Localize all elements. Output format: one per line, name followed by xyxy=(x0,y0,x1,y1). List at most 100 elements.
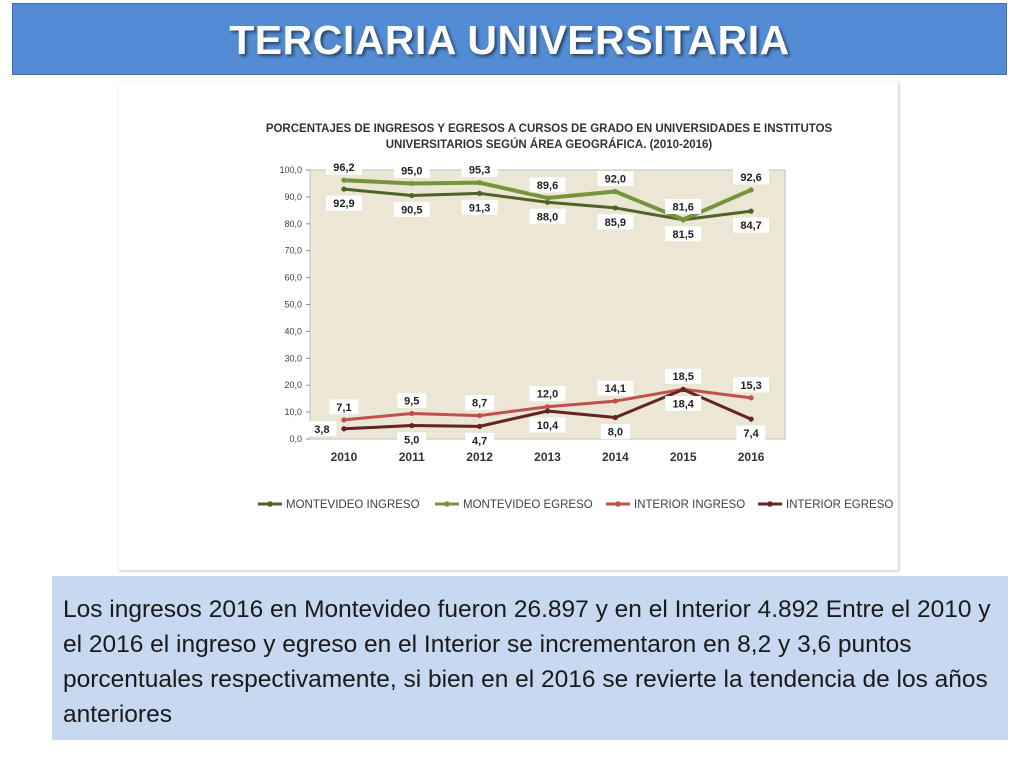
data-label-box xyxy=(733,217,770,233)
data-label: 5,0 xyxy=(397,432,427,448)
legend-marker xyxy=(615,501,621,507)
data-label-text: 92,9 xyxy=(333,198,354,210)
data-point xyxy=(341,417,347,423)
data-label-text: 18,4 xyxy=(673,399,695,411)
data-label: 9,5 xyxy=(397,392,427,408)
data-label-text: 92,0 xyxy=(605,174,626,186)
data-point xyxy=(409,192,415,199)
data-label-text: 8,0 xyxy=(608,426,623,438)
data-label-box xyxy=(665,368,702,384)
data-point xyxy=(612,414,618,421)
data-point xyxy=(612,398,618,404)
legend-item: MONTEVIDEO INGRESO xyxy=(258,499,420,511)
x-tick-label: 2010 xyxy=(331,450,358,464)
data-label-text: 91,3 xyxy=(469,202,490,214)
data-label-box xyxy=(597,380,634,396)
y-tick-label: 50,0 xyxy=(284,300,302,310)
data-label-box xyxy=(733,169,770,185)
data-point xyxy=(409,180,415,187)
data-label-text: 85,9 xyxy=(605,217,626,229)
data-label: 92,0 xyxy=(597,171,634,187)
data-label-box xyxy=(325,195,362,211)
data-label-box xyxy=(461,199,498,215)
summary-text-box: Los ingresos 2016 en Montevideo fueron 2… xyxy=(52,576,1008,740)
data-label-box xyxy=(665,396,702,412)
data-point xyxy=(544,408,551,414)
data-label: 96,2 xyxy=(325,159,362,175)
data-label: 12,0 xyxy=(529,386,566,402)
data-label: 88,0 xyxy=(529,208,566,224)
data-point xyxy=(477,412,483,419)
data-label: 81,6 xyxy=(665,198,702,214)
data-label: 95,0 xyxy=(393,162,430,178)
data-point xyxy=(341,426,347,432)
data-point xyxy=(341,177,347,183)
data-label-box xyxy=(393,162,430,178)
y-tick-label: 10,0 xyxy=(284,407,302,417)
data-label-box xyxy=(529,386,566,402)
data-label-text: 95,0 xyxy=(401,165,422,177)
data-label-box xyxy=(329,399,359,415)
legend-marker xyxy=(267,501,273,507)
y-tick-label: 40,0 xyxy=(284,326,302,336)
legend-item: MONTEVIDEO EGRESO xyxy=(435,499,593,511)
data-label: 15,3 xyxy=(733,377,770,393)
data-label: 89,6 xyxy=(529,177,566,193)
data-label-text: 81,6 xyxy=(673,201,694,213)
data-label-text: 7,1 xyxy=(336,402,351,414)
data-label-box xyxy=(397,392,427,408)
data-label-box xyxy=(393,202,430,218)
legend-item: INTERIOR EGRESO xyxy=(758,499,893,511)
data-label-text: 9,5 xyxy=(404,395,419,407)
data-label: 8,7 xyxy=(465,395,495,411)
x-tick-label: 2014 xyxy=(602,450,629,464)
data-point xyxy=(748,395,754,401)
data-label-text: 96,2 xyxy=(333,162,354,174)
data-label-box xyxy=(529,177,566,193)
data-label: 95,3 xyxy=(461,162,498,178)
data-point xyxy=(612,188,618,195)
data-label-text: 92,6 xyxy=(740,172,761,184)
y-tick-label: 100,0 xyxy=(279,165,302,175)
data-label-text: 18,5 xyxy=(673,371,694,383)
data-label-text: 95,3 xyxy=(469,165,490,177)
data-label-text: 4,7 xyxy=(472,435,487,447)
chart-title-line2: UNIVERSITARIOS SEGÚN ÁREA GEOGRÁFICA. (2… xyxy=(386,138,713,151)
data-label: 85,9 xyxy=(597,214,634,230)
legend-marker xyxy=(767,501,773,507)
data-point xyxy=(409,422,415,429)
data-label-box xyxy=(733,377,770,393)
data-point xyxy=(477,180,483,186)
legend-label: INTERIOR INGRESO xyxy=(634,499,745,511)
data-point xyxy=(680,386,686,393)
data-point xyxy=(341,186,347,192)
data-label: 92,9 xyxy=(325,195,362,211)
data-label-box xyxy=(597,171,634,187)
data-label-text: 90,5 xyxy=(401,205,422,217)
data-label-text: 8,7 xyxy=(472,398,487,410)
data-label-box xyxy=(529,208,566,224)
x-tick-label: 2012 xyxy=(466,450,493,464)
y-tick-label: 20,0 xyxy=(284,380,302,390)
data-label-box xyxy=(325,159,362,175)
data-point xyxy=(748,208,754,214)
data-label-text: 14,1 xyxy=(605,383,626,395)
data-point xyxy=(748,187,754,193)
data-label-text: 81,5 xyxy=(673,229,694,241)
y-tick-label: 0,0 xyxy=(289,434,302,444)
data-label: 91,3 xyxy=(461,199,498,215)
data-label-box xyxy=(600,423,630,439)
y-tick-label: 60,0 xyxy=(284,273,302,283)
y-tick-label: 30,0 xyxy=(284,353,302,363)
data-label: 14,1 xyxy=(597,380,634,396)
data-label-box xyxy=(465,432,495,448)
y-tick-label: 70,0 xyxy=(284,246,302,256)
data-point xyxy=(409,410,415,417)
data-label: 84,7 xyxy=(733,217,770,233)
slide-title: TERCIARIA UNIVERSITARIA xyxy=(229,17,790,63)
data-label-text: 3,8 xyxy=(314,424,329,436)
data-point xyxy=(544,195,551,201)
data-label: 92,6 xyxy=(733,169,770,185)
data-label: 7,4 xyxy=(736,425,766,441)
data-label-box xyxy=(307,421,337,437)
